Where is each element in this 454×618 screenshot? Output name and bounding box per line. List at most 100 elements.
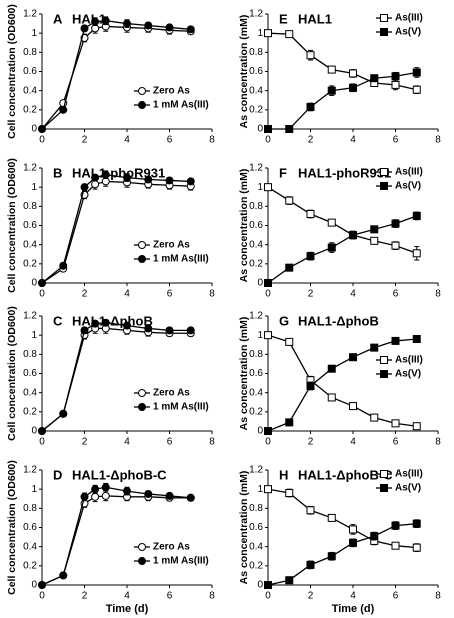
data-point [370,74,379,83]
y-tick-label: 0 [31,426,37,437]
data-point [264,581,272,589]
panel-label: C [53,313,63,328]
legend-marker [138,389,146,397]
data-point [327,65,336,74]
legend-label: As(III) [395,167,423,178]
y-axis-label: Cell concentration (OD600) [6,460,18,595]
data-point [349,231,357,240]
legend-marker [138,403,146,411]
x-tick-label: 6 [167,135,173,146]
data-point [101,483,110,492]
data-point [391,521,400,530]
y-axis-label: As concentration (mM) [238,471,250,585]
x-tick-label: 4 [124,289,130,300]
data-point [285,30,294,39]
data-point [101,16,110,25]
legend-label: 1 mM As(III) [153,402,209,413]
data-point [349,402,357,411]
x-tick-label: 8 [209,289,215,300]
x-tick-label: 8 [435,135,441,146]
y-tick-label: 1 [31,182,37,193]
x-tick-label: 2 [308,437,314,448]
data-point [264,485,272,494]
y-tick-label: 0.4 [249,387,263,398]
data-point [186,493,195,502]
y-tick-label: 0.8 [23,503,37,514]
y-tick-label: 0 [31,278,37,289]
x-tick-label: 8 [209,135,215,146]
y-tick-label: 0.6 [249,522,263,533]
data-point [144,324,153,333]
legend-label: 1 mM As(III) [153,556,209,567]
legend-marker [380,370,388,378]
legend-label: Zero As [153,388,190,399]
data-point [306,102,315,111]
data-point [412,85,421,94]
x-tick-label: 6 [167,437,173,448]
y-tick-label: 0 [257,124,263,135]
data-point [412,249,421,258]
panel-label: E [279,11,288,26]
legend-label: As(V) [395,369,421,380]
panel-label: B [53,165,62,180]
x-tick-label: 2 [308,289,314,300]
y-tick-label: 0.8 [249,47,263,58]
data-point [285,576,294,585]
legend-label: Zero As [153,542,190,553]
y-tick-label: 0.8 [249,201,263,212]
x-tick-label: 4 [124,591,130,602]
y-axis-label: Cell concentration (OD600) [6,4,18,139]
legend-label: Zero As [153,86,190,97]
data-point [391,419,400,428]
data-point [59,105,68,114]
data-point [412,335,421,343]
data-point [101,170,110,179]
x-tick-label: 0 [39,591,45,602]
data-point [91,319,100,328]
y-tick-label: 1.2 [23,9,37,20]
data-point [412,211,421,220]
y-tick-label: 0.8 [23,47,37,58]
data-point [144,489,153,498]
y-tick-label: 0.4 [249,239,263,250]
data-point [370,225,379,234]
data-point [264,29,272,38]
series-line [267,523,417,586]
x-tick-label: 8 [209,591,215,602]
series-line [267,338,417,432]
data-point [264,125,272,133]
legend-marker [138,241,146,249]
data-point [91,17,100,26]
x-tick-label: 6 [393,591,399,602]
data-point [123,19,131,28]
y-tick-label: 0.8 [249,349,263,360]
x-tick-label: 4 [350,135,356,146]
data-point [144,175,153,184]
x-tick-label: 6 [393,289,399,300]
y-tick-label: 0.6 [23,220,37,231]
y-tick-label: 0.6 [23,522,37,533]
data-point [327,218,336,227]
data-point [91,173,100,182]
data-point [80,326,89,335]
data-point [412,519,421,528]
data-point [59,571,68,580]
legend-label: As(V) [395,483,421,494]
y-tick-label: 1.2 [249,465,263,476]
x-tick-label: 0 [265,437,271,448]
data-point [91,180,100,189]
y-tick-label: 1 [31,330,37,341]
data-point [391,80,400,89]
data-point [59,409,68,418]
legend-label: 1 mM As(III) [153,100,209,111]
data-point [186,25,195,34]
legend-marker [380,28,388,36]
panel-label: F [279,165,287,180]
legend-marker [380,182,388,190]
panel-label: H [279,467,288,482]
data-point [391,72,400,81]
data-point [327,86,336,95]
legend-marker [138,557,146,565]
legend-marker [138,255,146,263]
y-tick-label: 1 [31,484,37,495]
